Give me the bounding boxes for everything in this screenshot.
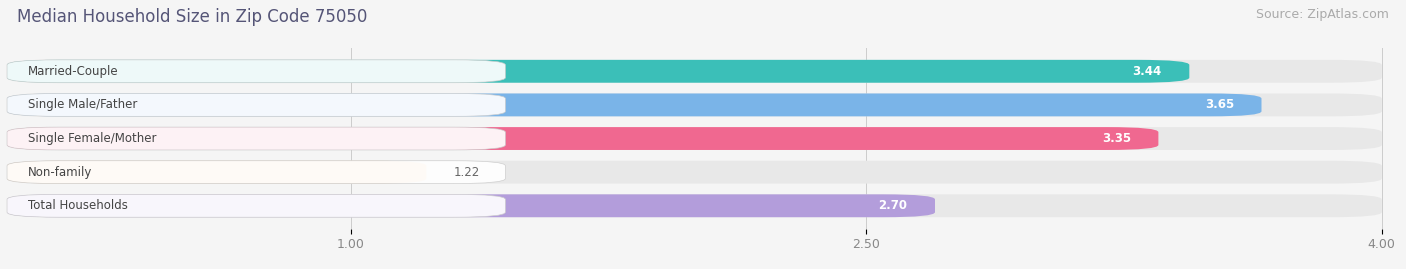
FancyBboxPatch shape bbox=[7, 60, 1189, 83]
Text: 3.35: 3.35 bbox=[1102, 132, 1130, 145]
Text: Single Male/Father: Single Male/Father bbox=[28, 98, 136, 111]
FancyBboxPatch shape bbox=[7, 94, 1382, 116]
FancyBboxPatch shape bbox=[7, 194, 935, 217]
Text: 3.65: 3.65 bbox=[1205, 98, 1234, 111]
Text: Source: ZipAtlas.com: Source: ZipAtlas.com bbox=[1256, 8, 1389, 21]
Text: 1.22: 1.22 bbox=[454, 166, 479, 179]
FancyBboxPatch shape bbox=[7, 94, 505, 116]
FancyBboxPatch shape bbox=[7, 194, 1382, 217]
Text: 2.70: 2.70 bbox=[879, 199, 907, 212]
FancyBboxPatch shape bbox=[7, 194, 505, 217]
FancyBboxPatch shape bbox=[7, 161, 1382, 183]
Text: Median Household Size in Zip Code 75050: Median Household Size in Zip Code 75050 bbox=[17, 8, 367, 26]
FancyBboxPatch shape bbox=[7, 161, 505, 183]
FancyBboxPatch shape bbox=[7, 60, 505, 83]
Text: Total Households: Total Households bbox=[28, 199, 128, 212]
FancyBboxPatch shape bbox=[7, 94, 1261, 116]
FancyBboxPatch shape bbox=[7, 60, 1382, 83]
Text: Non-family: Non-family bbox=[28, 166, 91, 179]
FancyBboxPatch shape bbox=[7, 127, 1382, 150]
FancyBboxPatch shape bbox=[7, 127, 1159, 150]
FancyBboxPatch shape bbox=[7, 127, 505, 150]
Text: Married-Couple: Married-Couple bbox=[28, 65, 118, 78]
FancyBboxPatch shape bbox=[7, 161, 426, 183]
Text: Single Female/Mother: Single Female/Mother bbox=[28, 132, 156, 145]
Text: 3.44: 3.44 bbox=[1133, 65, 1161, 78]
